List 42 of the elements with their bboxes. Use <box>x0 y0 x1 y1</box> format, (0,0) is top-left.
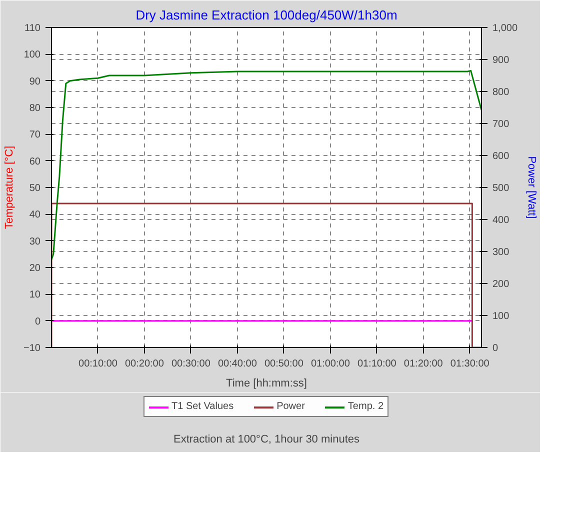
y2-tick-label: 1,000 <box>492 23 518 34</box>
y2-tick-label: 700 <box>492 119 510 130</box>
x-tick-label: 01:10:00 <box>357 358 397 370</box>
y-tick-label: 60 <box>29 156 41 168</box>
y2-tick-label: 0 <box>492 343 498 354</box>
legend-label: T1 Set Values <box>171 401 234 412</box>
x-axis-title: Time [hh:mm:ss] <box>226 378 307 390</box>
x-tick-label: 01:30:00 <box>450 358 490 370</box>
y2-tick-label: 400 <box>492 215 510 226</box>
legend-label: Power <box>276 401 305 412</box>
x-tick-label: 00:40:00 <box>218 358 258 370</box>
y-tick-label: 20 <box>29 263 41 274</box>
y-tick-label: 50 <box>29 183 41 194</box>
y-tick-label: 110 <box>24 23 41 34</box>
y-tick-label: −10 <box>24 343 41 354</box>
x-tick-label: 00:50:00 <box>264 358 304 370</box>
text: Extraction at 100°C, 1hour 30 minutes <box>174 433 360 446</box>
y2-tick-label: 800 <box>492 87 510 98</box>
x-tick-label: 00:10:00 <box>78 358 118 370</box>
y-tick-label: 30 <box>29 236 41 248</box>
x-tick-label: 01:20:00 <box>404 358 444 370</box>
y-tick-label: 0 <box>34 316 41 328</box>
y2-tick-label: 100 <box>492 311 510 322</box>
y-tick-label: 10 <box>29 290 41 301</box>
legend-label: Temp. 2 <box>348 401 384 412</box>
line-series <box>52 70 482 260</box>
y2-tick-label: 600 <box>492 151 510 162</box>
y2-tick-label: 900 <box>492 55 510 66</box>
x-tick-label: 01:00:00 <box>310 358 350 370</box>
y2-tick-label: 200 <box>492 279 510 290</box>
y-tick-label: 90 <box>29 76 41 88</box>
y-tick-label: 40 <box>29 210 41 221</box>
y2-tick-label: 300 <box>492 247 510 258</box>
x-tick-label: 00:20:00 <box>125 358 164 370</box>
x-tick-label: 00:30:00 <box>171 358 211 370</box>
y-tick-label: 80 <box>29 103 41 114</box>
y2-tick-label: 500 <box>492 183 510 194</box>
y-tick-label: 100 <box>24 50 41 61</box>
y-axis-title: Temperature [°C] <box>4 146 16 230</box>
y2-axis-title: Power [Watt] <box>526 156 538 219</box>
chart-title: Dry Jasmine Extraction 100deg/450W/1h30m <box>136 8 398 22</box>
y-tick-label: 70 <box>29 130 41 141</box>
